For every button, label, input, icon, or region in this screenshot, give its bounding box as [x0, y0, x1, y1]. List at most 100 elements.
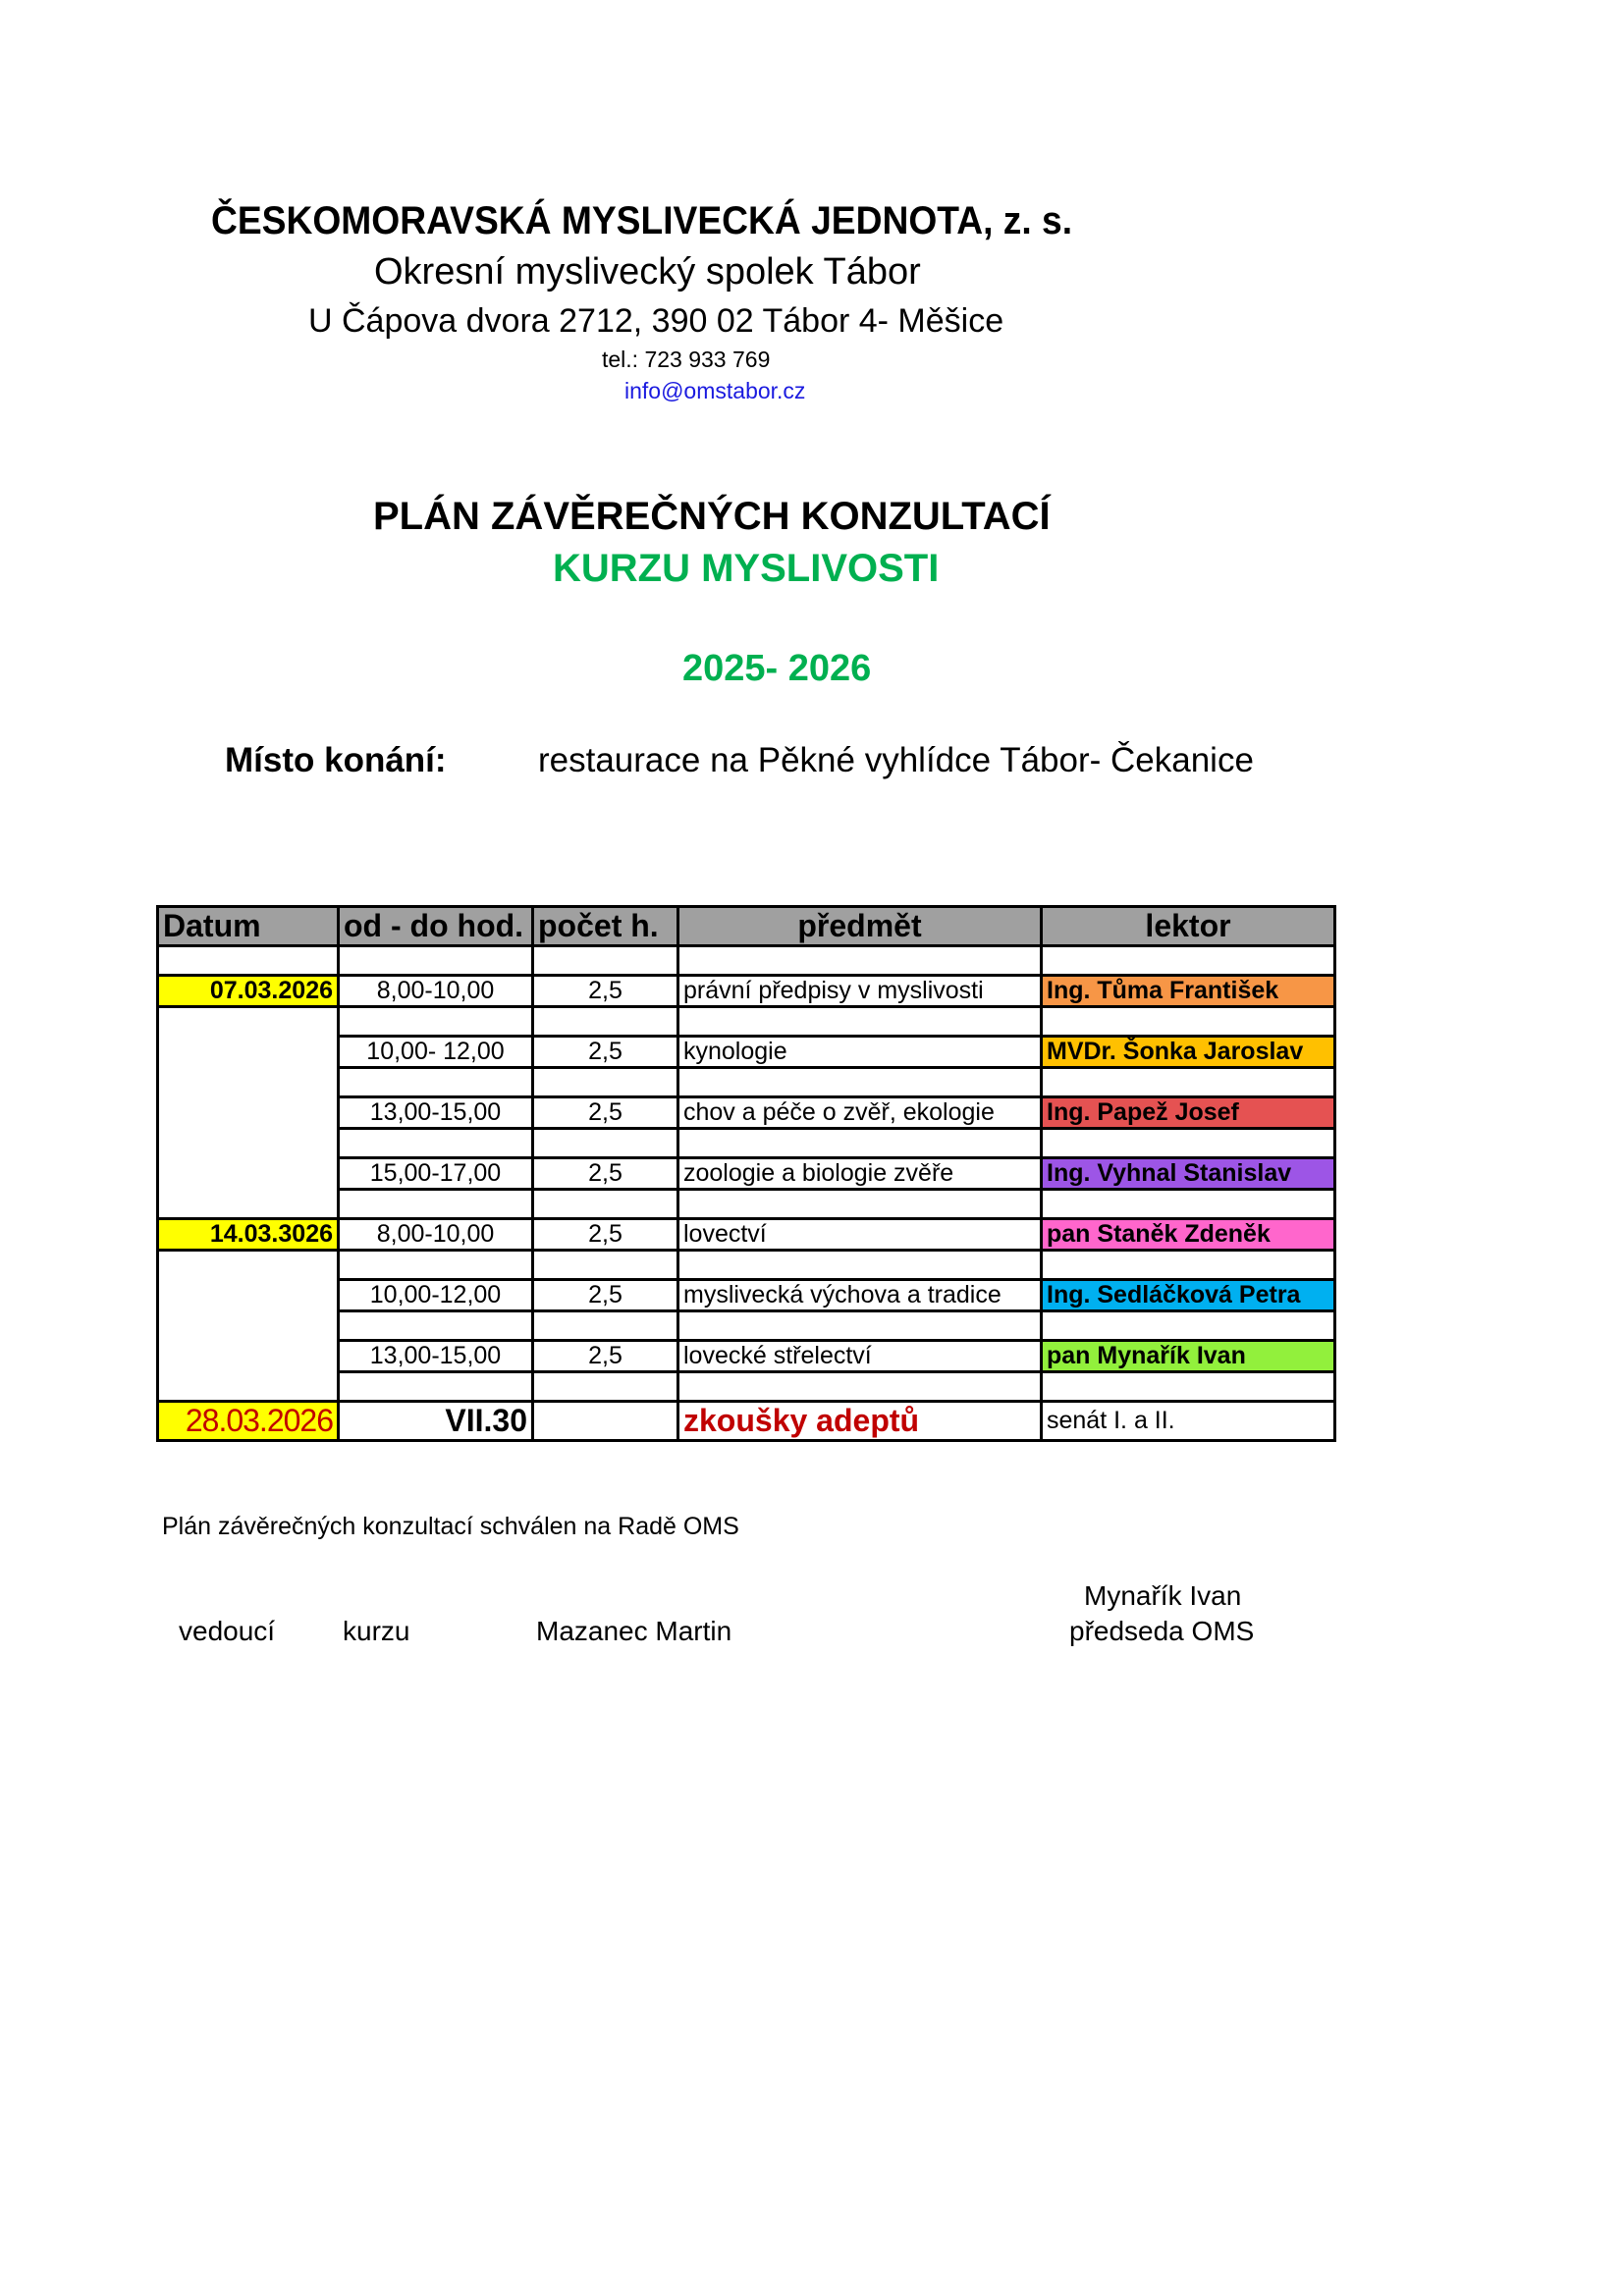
time-cell: 13,00-15,00 [337, 1095, 534, 1130]
schedule-table: Datum od - do hod. počet h. předmět lekt… [156, 905, 1336, 1442]
empty-cell [1040, 1066, 1336, 1098]
lecturer-cell: pan Mynařík Ivan [1040, 1339, 1336, 1373]
empty-cell [677, 1370, 1043, 1403]
lecturer-cell: pan Staněk Zdeněk [1040, 1217, 1336, 1252]
document-title: PLÁN ZÁVĚREČNÝCH KONZULTACÍ [373, 495, 1051, 538]
empty-cell [677, 1309, 1043, 1342]
document-subtitle: KURZU MYSLIVOSTI [553, 547, 940, 590]
leader-label-1: vedoucí [179, 1616, 276, 1646]
empty-cell [337, 944, 534, 977]
empty-cell [337, 1309, 534, 1342]
table-row: 07.03.2026 8,00-10,00 2,5 právní předpisy v… [156, 974, 1336, 1008]
date-cell [156, 1157, 340, 1190]
email-link[interactable]: info@omstabor.cz [624, 378, 806, 403]
empty-cell [1040, 1127, 1336, 1159]
table-row: 10,00- 12,00 2,5 kynologie MVDr. Šonka Jaro… [156, 1035, 1336, 1069]
subject-cell: lovecké střelectví [677, 1339, 1043, 1373]
exam-row: 28.03.2026 VII.30 zkoušky adeptů senát I. a… [156, 1400, 1336, 1442]
spacer-row [156, 1005, 1336, 1038]
date-cell [156, 1340, 340, 1372]
subject-cell: zoologie a biologie zvěře [677, 1156, 1043, 1191]
empty-cell [531, 1370, 679, 1403]
empty-cell [1040, 1249, 1336, 1281]
exam-hours-cell [531, 1400, 679, 1442]
phone: tel.: 723 933 769 [602, 347, 771, 372]
column-header-subject: předmět [677, 905, 1043, 947]
empty-cell [337, 1005, 534, 1038]
date-cell: 14.03.3026 [156, 1217, 340, 1252]
empty-cell [1040, 944, 1336, 977]
hours-cell: 2,5 [531, 1156, 679, 1191]
empty-cell [1040, 1370, 1336, 1403]
chair-name: Mynařík Ivan [1084, 1580, 1242, 1611]
date-cell [156, 1067, 340, 1097]
lecturer-cell: MVDr. Šonka Jaroslav [1040, 1035, 1336, 1069]
empty-cell [677, 1249, 1043, 1281]
subject-cell: lovectví [677, 1217, 1043, 1252]
leader-name: Mazanec Martin [536, 1616, 732, 1646]
hours-cell: 2,5 [531, 974, 679, 1008]
table-row: 14.03.3026 8,00-10,00 2,5 lovectví pan Staně… [156, 1217, 1336, 1252]
empty-cell [1040, 1188, 1336, 1220]
table-row: 13,00-15,00 2,5 chov a péče o zvěř, ekolog… [156, 1095, 1336, 1130]
subject-cell: právní předpisy v myslivosti [677, 974, 1043, 1008]
date-cell [156, 1189, 340, 1219]
date-cell [156, 1371, 340, 1402]
date-cell [156, 1096, 340, 1129]
table-row: 15,00-17,00 2,5 zoologie a biologie zvěře I… [156, 1156, 1336, 1191]
empty-cell [531, 1005, 679, 1038]
time-cell: 8,00-10,00 [337, 1217, 534, 1252]
empty-cell [531, 1249, 679, 1281]
branch-name: Okresní myslivecký spolek Tábor [374, 251, 921, 293]
empty-cell [337, 1066, 534, 1098]
venue-value: restaurace na Pěkné vyhlídce Tábor- Čeka… [538, 741, 1254, 779]
time-cell: 8,00-10,00 [337, 974, 534, 1008]
lecturer-cell: Ing. Sedláčková Petra [1040, 1278, 1336, 1312]
lecturer-cell: Ing. Tůma František [1040, 974, 1336, 1008]
empty-cell [337, 1188, 534, 1220]
spacer-row [156, 1188, 1336, 1220]
empty-cell [337, 1370, 534, 1403]
leader-label-2: kurzu [343, 1616, 410, 1646]
empty-cell [677, 1127, 1043, 1159]
date-cell [156, 1036, 340, 1068]
venue-label: Místo konání: [225, 741, 447, 779]
empty-cell [337, 1127, 534, 1159]
empty-cell [531, 1188, 679, 1220]
empty-cell [677, 1005, 1043, 1038]
empty-cell [677, 1066, 1043, 1098]
empty-cell [531, 1127, 679, 1159]
lecturer-cell: Ing. Papež Josef [1040, 1095, 1336, 1130]
subject-cell: kynologie [677, 1035, 1043, 1069]
time-cell: 13,00-15,00 [337, 1339, 534, 1373]
date-cell: 07.03.2026 [156, 974, 340, 1008]
column-header-time: od - do hod. [337, 905, 534, 947]
spacer-row [156, 1309, 1336, 1342]
column-header-lecturer: lektor [1040, 905, 1336, 947]
date-cell [156, 1006, 340, 1037]
address: U Čápova dvora 2712, 390 02 Tábor 4- Měš… [308, 302, 1004, 340]
empty-cell [677, 944, 1043, 977]
organization-name: ČESKOMORAVSKÁ MYSLIVECKÁ JEDNOTA, z. s. [211, 199, 1073, 242]
table-row: 10,00-12,00 2,5 myslivecká výchova a tradi… [156, 1278, 1336, 1312]
column-header-hours: počet h. [531, 905, 679, 947]
spacer-row [156, 1370, 1336, 1403]
date-cell [156, 1310, 340, 1341]
time-cell: 10,00-12,00 [337, 1278, 534, 1312]
approval-note: Plán závěrečných konzultací schválen na … [162, 1513, 739, 1540]
empty-cell [531, 1309, 679, 1342]
table-row: 13,00-15,00 2,5 lovecké střelectví pan Myna… [156, 1339, 1336, 1373]
table-header-row: Datum od - do hod. počet h. předmět lekt… [156, 905, 1336, 947]
hours-cell: 2,5 [531, 1095, 679, 1130]
date-cell [156, 944, 340, 977]
empty-cell [1040, 1005, 1336, 1038]
hours-cell: 2,5 [531, 1339, 679, 1373]
empty-cell [337, 1249, 534, 1281]
spacer-row [156, 1066, 1336, 1098]
empty-cell [531, 944, 679, 977]
subject-cell: chov a péče o zvěř, ekologie [677, 1095, 1043, 1130]
column-header-date: Datum [156, 905, 340, 947]
date-cell [156, 1128, 340, 1158]
exam-lecturer-cell: senát I. a II. [1040, 1400, 1336, 1442]
hours-cell: 2,5 [531, 1035, 679, 1069]
